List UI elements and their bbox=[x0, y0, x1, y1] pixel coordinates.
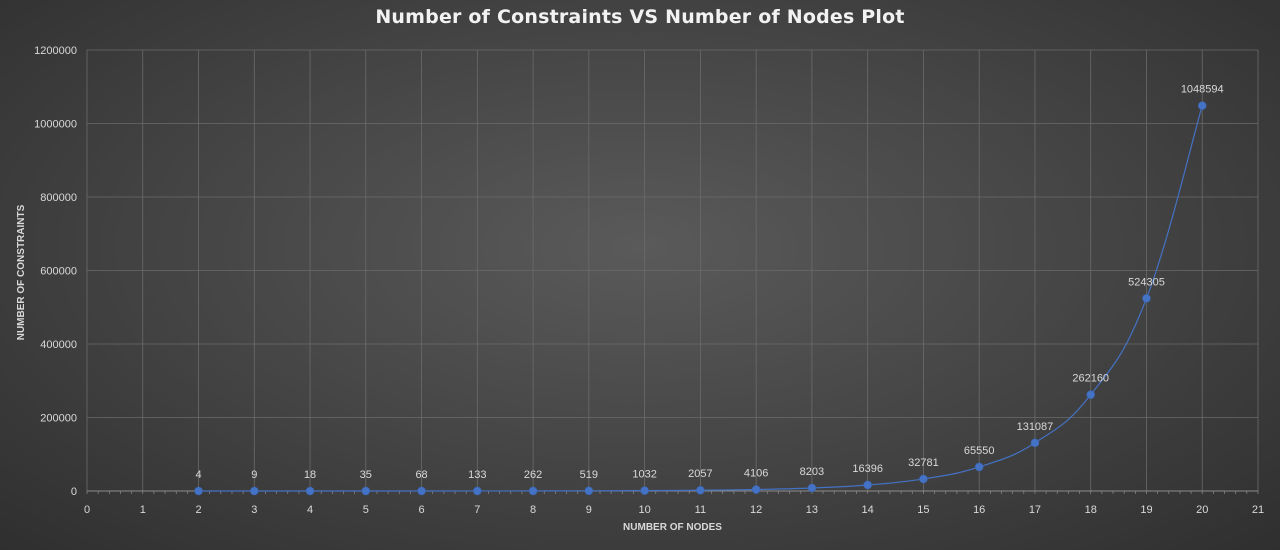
axes: 0 1 2 3 4 5 6 7 8 9 10 11 12 13 14 15 16 17 18 19 20 21020000… bbox=[34, 45, 1264, 516]
y-tick-label: 1000000 bbox=[34, 119, 77, 131]
data-point bbox=[528, 486, 538, 496]
data-label: 262160 bbox=[1072, 373, 1109, 385]
x-tick-label: 13 bbox=[806, 504, 818, 516]
data-point bbox=[807, 483, 817, 493]
data-point bbox=[305, 486, 315, 496]
x-tick-label: 19 bbox=[1140, 504, 1152, 516]
y-tick-label: 1200000 bbox=[34, 45, 77, 57]
x-tick-label: 21 bbox=[1252, 504, 1264, 516]
data-point bbox=[1142, 294, 1151, 303]
data-point bbox=[974, 462, 984, 472]
x-tick-label: 10 bbox=[638, 504, 650, 516]
x-tick-label: 18 bbox=[1085, 504, 1097, 516]
data-point bbox=[584, 486, 594, 496]
data-point bbox=[473, 486, 482, 496]
data-label: 1032 bbox=[632, 469, 656, 481]
data-label: 4 bbox=[195, 469, 201, 481]
data-label: 9 bbox=[251, 469, 257, 481]
data-label: 1048594 bbox=[1181, 84, 1224, 96]
x-tick-label: 17 bbox=[1029, 504, 1041, 516]
data-label: 16396 bbox=[852, 463, 883, 475]
x-tick-label: 11 bbox=[695, 504, 706, 516]
data-point bbox=[361, 486, 371, 496]
data-point bbox=[417, 486, 426, 496]
data-label: 262 bbox=[524, 469, 542, 481]
x-tick-label: 16 bbox=[973, 504, 985, 516]
data-point bbox=[1030, 438, 1040, 448]
data-label: 131087 bbox=[1017, 421, 1054, 433]
x-tick-label: 15 bbox=[917, 504, 929, 516]
x-tick-label: 3 bbox=[251, 504, 257, 516]
data-label: 2057 bbox=[688, 468, 712, 480]
y-tick-label: 600000 bbox=[40, 266, 77, 278]
data-labels: 4 9 18 35 68 133 262 519 1032 2057 4106 8203 16396 32… bbox=[195, 84, 1223, 481]
y-tick-label: 200000 bbox=[40, 413, 77, 425]
data-label: 519 bbox=[580, 469, 598, 481]
x-tick-label: 14 bbox=[862, 504, 874, 516]
data-label: 65550 bbox=[964, 445, 995, 457]
x-tick-label: 1 bbox=[140, 504, 146, 516]
data-point bbox=[919, 474, 928, 484]
y-tick-label: 800000 bbox=[40, 192, 77, 204]
x-tick-label: 20 bbox=[1196, 504, 1208, 516]
data-point bbox=[1086, 390, 1096, 399]
y-tick-label: 0 bbox=[71, 486, 77, 498]
data-point bbox=[249, 486, 259, 496]
data-label: 133 bbox=[468, 469, 486, 481]
x-tick-label: 2 bbox=[195, 504, 201, 516]
x-tick-label: 12 bbox=[750, 504, 762, 516]
data-label: 8203 bbox=[800, 466, 824, 478]
x-tick-label: 5 bbox=[363, 504, 369, 516]
data-label: 18 bbox=[304, 469, 316, 481]
x-tick-label: 9 bbox=[586, 504, 592, 516]
y-axis-title: NUMBER OF CONSTRAINTS bbox=[16, 204, 27, 340]
x-tick-label: 4 bbox=[307, 504, 313, 516]
gridlines bbox=[86, 49, 1259, 492]
x-tick-label: 6 bbox=[419, 504, 425, 516]
series-line bbox=[198, 105, 1203, 492]
data-point bbox=[863, 480, 872, 490]
data-label: 68 bbox=[415, 469, 427, 481]
data-point bbox=[640, 486, 649, 495]
data-point bbox=[194, 486, 203, 496]
y-tick-label: 400000 bbox=[40, 339, 77, 351]
x-axis-title: NUMBER OF NODES bbox=[623, 522, 722, 533]
data-label: 35 bbox=[360, 469, 372, 481]
series-layer bbox=[194, 101, 1207, 496]
data-label: 524305 bbox=[1128, 276, 1165, 288]
chart-title: Number of Constraints VS Number of Nodes… bbox=[375, 6, 905, 28]
data-point bbox=[696, 485, 705, 495]
x-tick-label: 8 bbox=[530, 504, 536, 516]
x-tick-label: 0 bbox=[84, 504, 90, 516]
data-label: 4106 bbox=[744, 467, 768, 479]
data-point bbox=[1197, 101, 1207, 110]
data-label: 32781 bbox=[908, 457, 939, 469]
data-point bbox=[751, 485, 761, 494]
x-tick-label: 7 bbox=[474, 504, 480, 516]
